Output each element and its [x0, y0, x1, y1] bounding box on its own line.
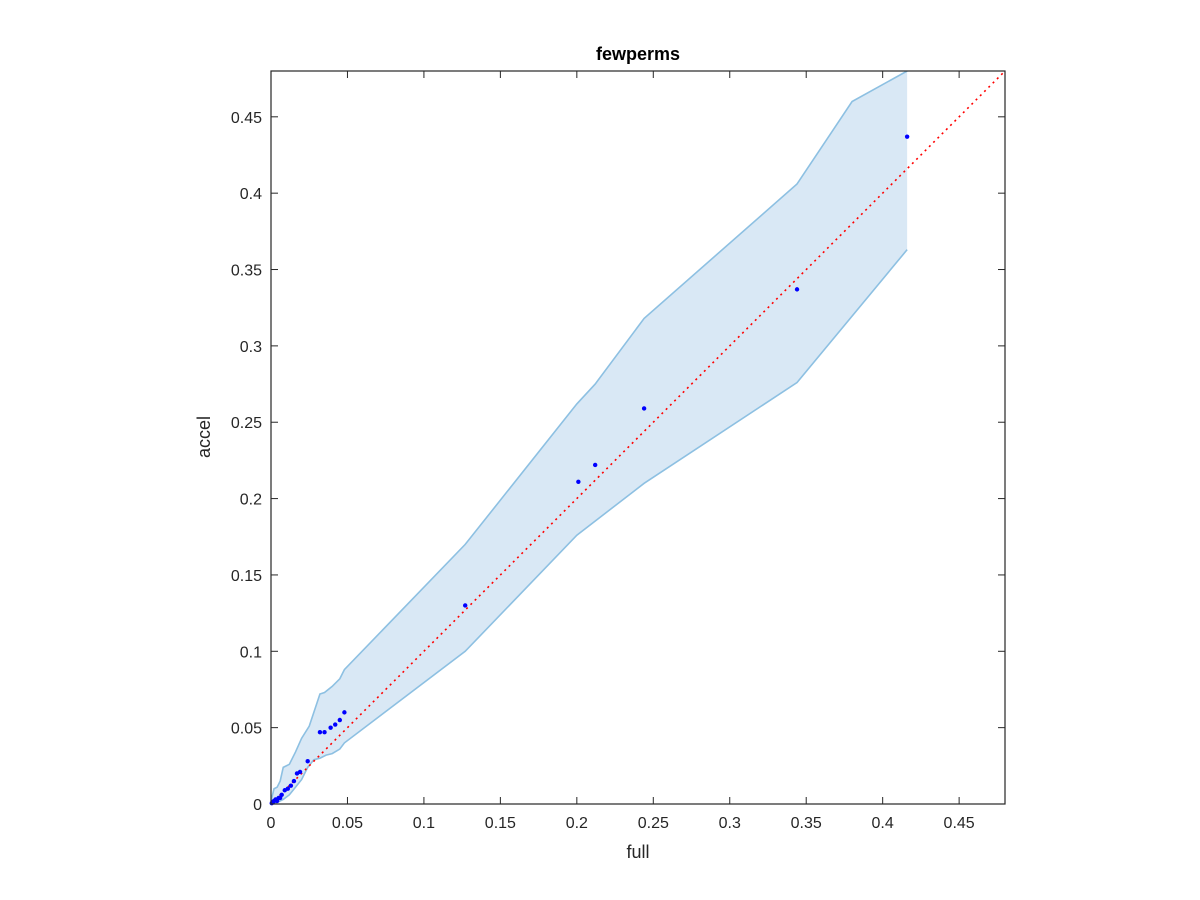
confidence-band: [271, 71, 908, 804]
data-point: [576, 479, 581, 484]
reference-line: [270, 70, 1006, 805]
y-tick-label: 0.1: [240, 644, 262, 661]
data-point: [305, 759, 310, 764]
chart-title: fewperms: [596, 44, 680, 64]
y-tick-label: 0.25: [231, 415, 262, 432]
data-point: [904, 134, 910, 139]
band-fill: [271, 71, 908, 804]
y-tick-label: 0.15: [231, 568, 262, 585]
y-axis-ticks: 0 0.05 0.1 0.15 0.2 0.25 0.3 0.35 0.4 0.45: [231, 110, 1005, 814]
x-tick-label: 0: [267, 815, 276, 832]
x-tick-label: 0.45: [944, 815, 975, 832]
x-tick-label: 0.2: [566, 815, 588, 832]
x-axis-label: full: [626, 842, 649, 862]
data-point: [333, 722, 338, 727]
data-point: [297, 769, 303, 775]
x-tick-label: 0.05: [332, 815, 363, 832]
data-point: [641, 406, 647, 411]
band-upper-edge: [271, 71, 908, 802]
data-point: [317, 730, 323, 735]
x-tick-label: 0.35: [791, 815, 822, 832]
y-tick-label: 0.35: [231, 263, 262, 280]
x-axis-ticks: 0 0.05 0.1 0.15 0.2 0.25 0.3 0.35 0.4 0.45: [267, 71, 975, 832]
y-tick-label: 0.4: [240, 186, 262, 203]
data-point: [794, 287, 800, 292]
data-point: [463, 603, 468, 608]
x-tick-label: 0.3: [719, 815, 741, 832]
data-point: [285, 786, 291, 791]
data-point: [291, 778, 297, 784]
x-tick-label: 0.1: [413, 815, 435, 832]
data-point: [288, 783, 294, 788]
y-tick-label: 0.45: [231, 110, 262, 127]
x-tick-label: 0.25: [638, 815, 669, 832]
y-tick-label: 0.2: [240, 492, 262, 509]
data-point: [592, 462, 598, 468]
data-point: [279, 792, 284, 798]
reference-line-layer: [270, 70, 1006, 805]
x-tick-label: 0.4: [872, 815, 894, 832]
y-tick-label: 0.3: [240, 339, 262, 356]
data-point: [337, 717, 343, 723]
y-tick-label: 0.05: [231, 721, 262, 738]
data-point: [322, 730, 327, 735]
data-point: [342, 710, 347, 715]
y-axis-label: accel: [194, 416, 214, 458]
data-point: [328, 725, 333, 730]
y-tick-label: 0: [253, 797, 262, 814]
x-tick-label: 0.15: [485, 815, 516, 832]
band-lower-edge: [271, 249, 908, 804]
axes-frame: [270, 70, 1006, 805]
